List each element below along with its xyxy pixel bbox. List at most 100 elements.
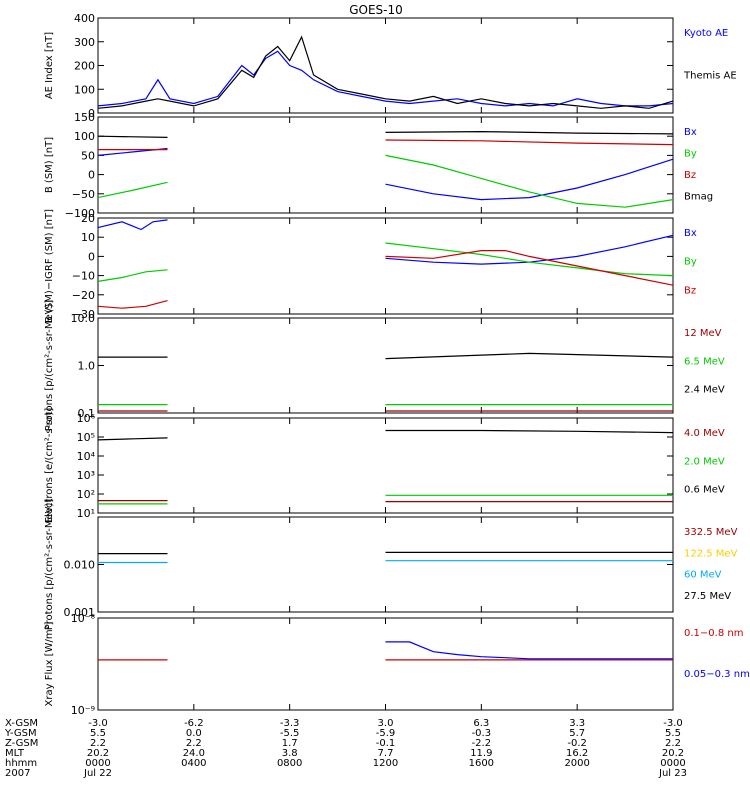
y-tick-label: 0.010 (64, 559, 96, 572)
series-by (97, 181, 168, 199)
series-0-6-mev (97, 437, 168, 441)
axis-row-value: 1600 (469, 758, 494, 769)
series-bx (97, 219, 168, 231)
y-tick-label: 10⁶ (77, 412, 96, 425)
y-tick-label: 10² (77, 488, 95, 501)
axis-row-value: -3.0 (663, 718, 683, 729)
y-tick-label: 100 (74, 83, 95, 96)
legend-entry: Bx (684, 127, 697, 138)
axis-row-value: 0000 (85, 758, 110, 769)
axis-row-value: 2000 (564, 758, 589, 769)
y-axis-label: Protons [p/(cm²-s-sr-MeV)] (44, 499, 55, 631)
legend-entry: 27.5 MeV (684, 591, 731, 602)
y-tick-label: 150 (74, 111, 95, 124)
legend-entry: 2.4 MeV (684, 385, 725, 396)
y-tick-label: 20 (81, 212, 95, 225)
series-bz (385, 139, 674, 146)
series-by (385, 154, 674, 208)
legend-entry: Themis AE (683, 71, 737, 82)
axis-row-value: 3.8 (282, 748, 298, 759)
axis-row-value: 0400 (181, 758, 206, 769)
legend-entry: 332.5 MeV (684, 527, 738, 538)
legend-entry: Bmag (684, 192, 713, 203)
axis-row-value: 0.0 (186, 728, 202, 739)
y-tick-label: 1.0 (78, 360, 96, 373)
y-tick-label: 10 (81, 231, 95, 244)
series-by (97, 269, 168, 282)
axis-row-value: 3.0 (378, 718, 394, 729)
legend-entry: Bz (684, 285, 696, 296)
y-axis-label: B (SM)−IGRF (SM) [nT] (44, 209, 55, 323)
series-0-05-0-3-nm (385, 641, 673, 660)
y-tick-label: −30 (72, 308, 95, 321)
legend-entry: 4.0 MeV (684, 428, 725, 439)
axis-row-label: Y-GSM (4, 728, 37, 739)
panel-ae: 0 100 200 300 400 AE Index [nT] Kyoto AE Themis… (44, 12, 737, 120)
y-axis-label: Electrons [e/(cm²-s-sr)] (44, 408, 55, 524)
axis-row-value: 5.5 (665, 728, 681, 739)
y-tick-label: −100 (65, 207, 95, 220)
series-0-6-mev (385, 429, 674, 434)
plot-title: GOES-10 (349, 3, 403, 17)
axis-row-value: 24.0 (183, 748, 205, 759)
legend-entry: 0.1−0.8 nm (684, 628, 743, 639)
legend-entry: 0.05−0.3 nm (684, 669, 750, 680)
y-tick-label: 100 (74, 130, 95, 143)
axis-row-value: 2.2 (186, 738, 202, 749)
y-axis-label: B (SM) [nT] (44, 137, 55, 193)
legend-entry: By (684, 257, 697, 268)
legend-entry: 60 MeV (684, 570, 722, 581)
axis-row-value: 2.2 (665, 738, 681, 749)
axis-row-value: -3.3 (280, 718, 300, 729)
y-tick-label: 10⁻⁸ (71, 612, 96, 625)
y-tick-label: 10.0 (71, 312, 96, 325)
series-kyoto-ae (97, 50, 674, 107)
legend-entry: 6.5 MeV (684, 356, 725, 367)
y-tick-label: 10⁵ (77, 431, 95, 444)
y-tick-label: 0.001 (64, 606, 96, 619)
axis-row-value: 0000 (660, 758, 685, 769)
y-tick-label: 200 (74, 60, 95, 73)
y-axis-label: Xray Flux [W/m²] (44, 621, 55, 706)
y-tick-label: 0.1 (78, 407, 96, 420)
axis-row-label: hhmm (5, 758, 37, 769)
axis-row-value: -2.2 (472, 738, 492, 749)
legend-entry: Kyoto AE (684, 28, 728, 39)
y-tick-label: −20 (72, 289, 95, 302)
y-tick-label: 300 (74, 36, 95, 49)
axis-row-value: 6.3 (473, 718, 489, 729)
axis-row-value: 11.9 (470, 748, 492, 759)
series-by (385, 242, 674, 277)
axis-row-value: 1.7 (282, 738, 298, 749)
axis-row-value: 5.5 (90, 728, 106, 739)
axis-row-value: 1200 (373, 758, 398, 769)
axis-row-value: 20.2 (662, 748, 684, 759)
y-axis-label: AE Index [nT] (44, 32, 55, 99)
panel-frame (97, 417, 674, 514)
panel-frame (97, 116, 674, 214)
y-tick-label: 10³ (77, 469, 95, 482)
panel-protons_low: 0.1 1.0 10.0 Protons [p/(cm²-s-sr-MeV)] 12 M… (44, 300, 725, 432)
legend-entry: 0.6 MeV (684, 485, 725, 496)
panel-frame (97, 516, 674, 613)
axis-row-label: 2007 (5, 768, 30, 779)
y-tick-label: 10⁴ (77, 450, 96, 463)
panel-frame (97, 217, 674, 315)
y-tick-label: −50 (72, 188, 95, 201)
legend-entry: Bz (684, 170, 696, 181)
series-bz (385, 250, 674, 286)
legend-entry: By (684, 149, 697, 160)
axis-row-value: -0.3 (472, 728, 492, 739)
axis-row-value: -3.0 (88, 718, 108, 729)
series-bmag (97, 135, 168, 138)
axis-row-value: Jul 22 (83, 768, 112, 779)
axis-row-value: 7.7 (378, 748, 394, 759)
y-tick-label: 0 (88, 169, 95, 182)
axis-row-value: Jul 23 (658, 768, 687, 779)
axis-row-label: MLT (5, 748, 25, 759)
axis-row-value: -5.9 (376, 728, 396, 739)
y-tick-label: 0 (88, 107, 95, 120)
series-bz (97, 300, 168, 309)
